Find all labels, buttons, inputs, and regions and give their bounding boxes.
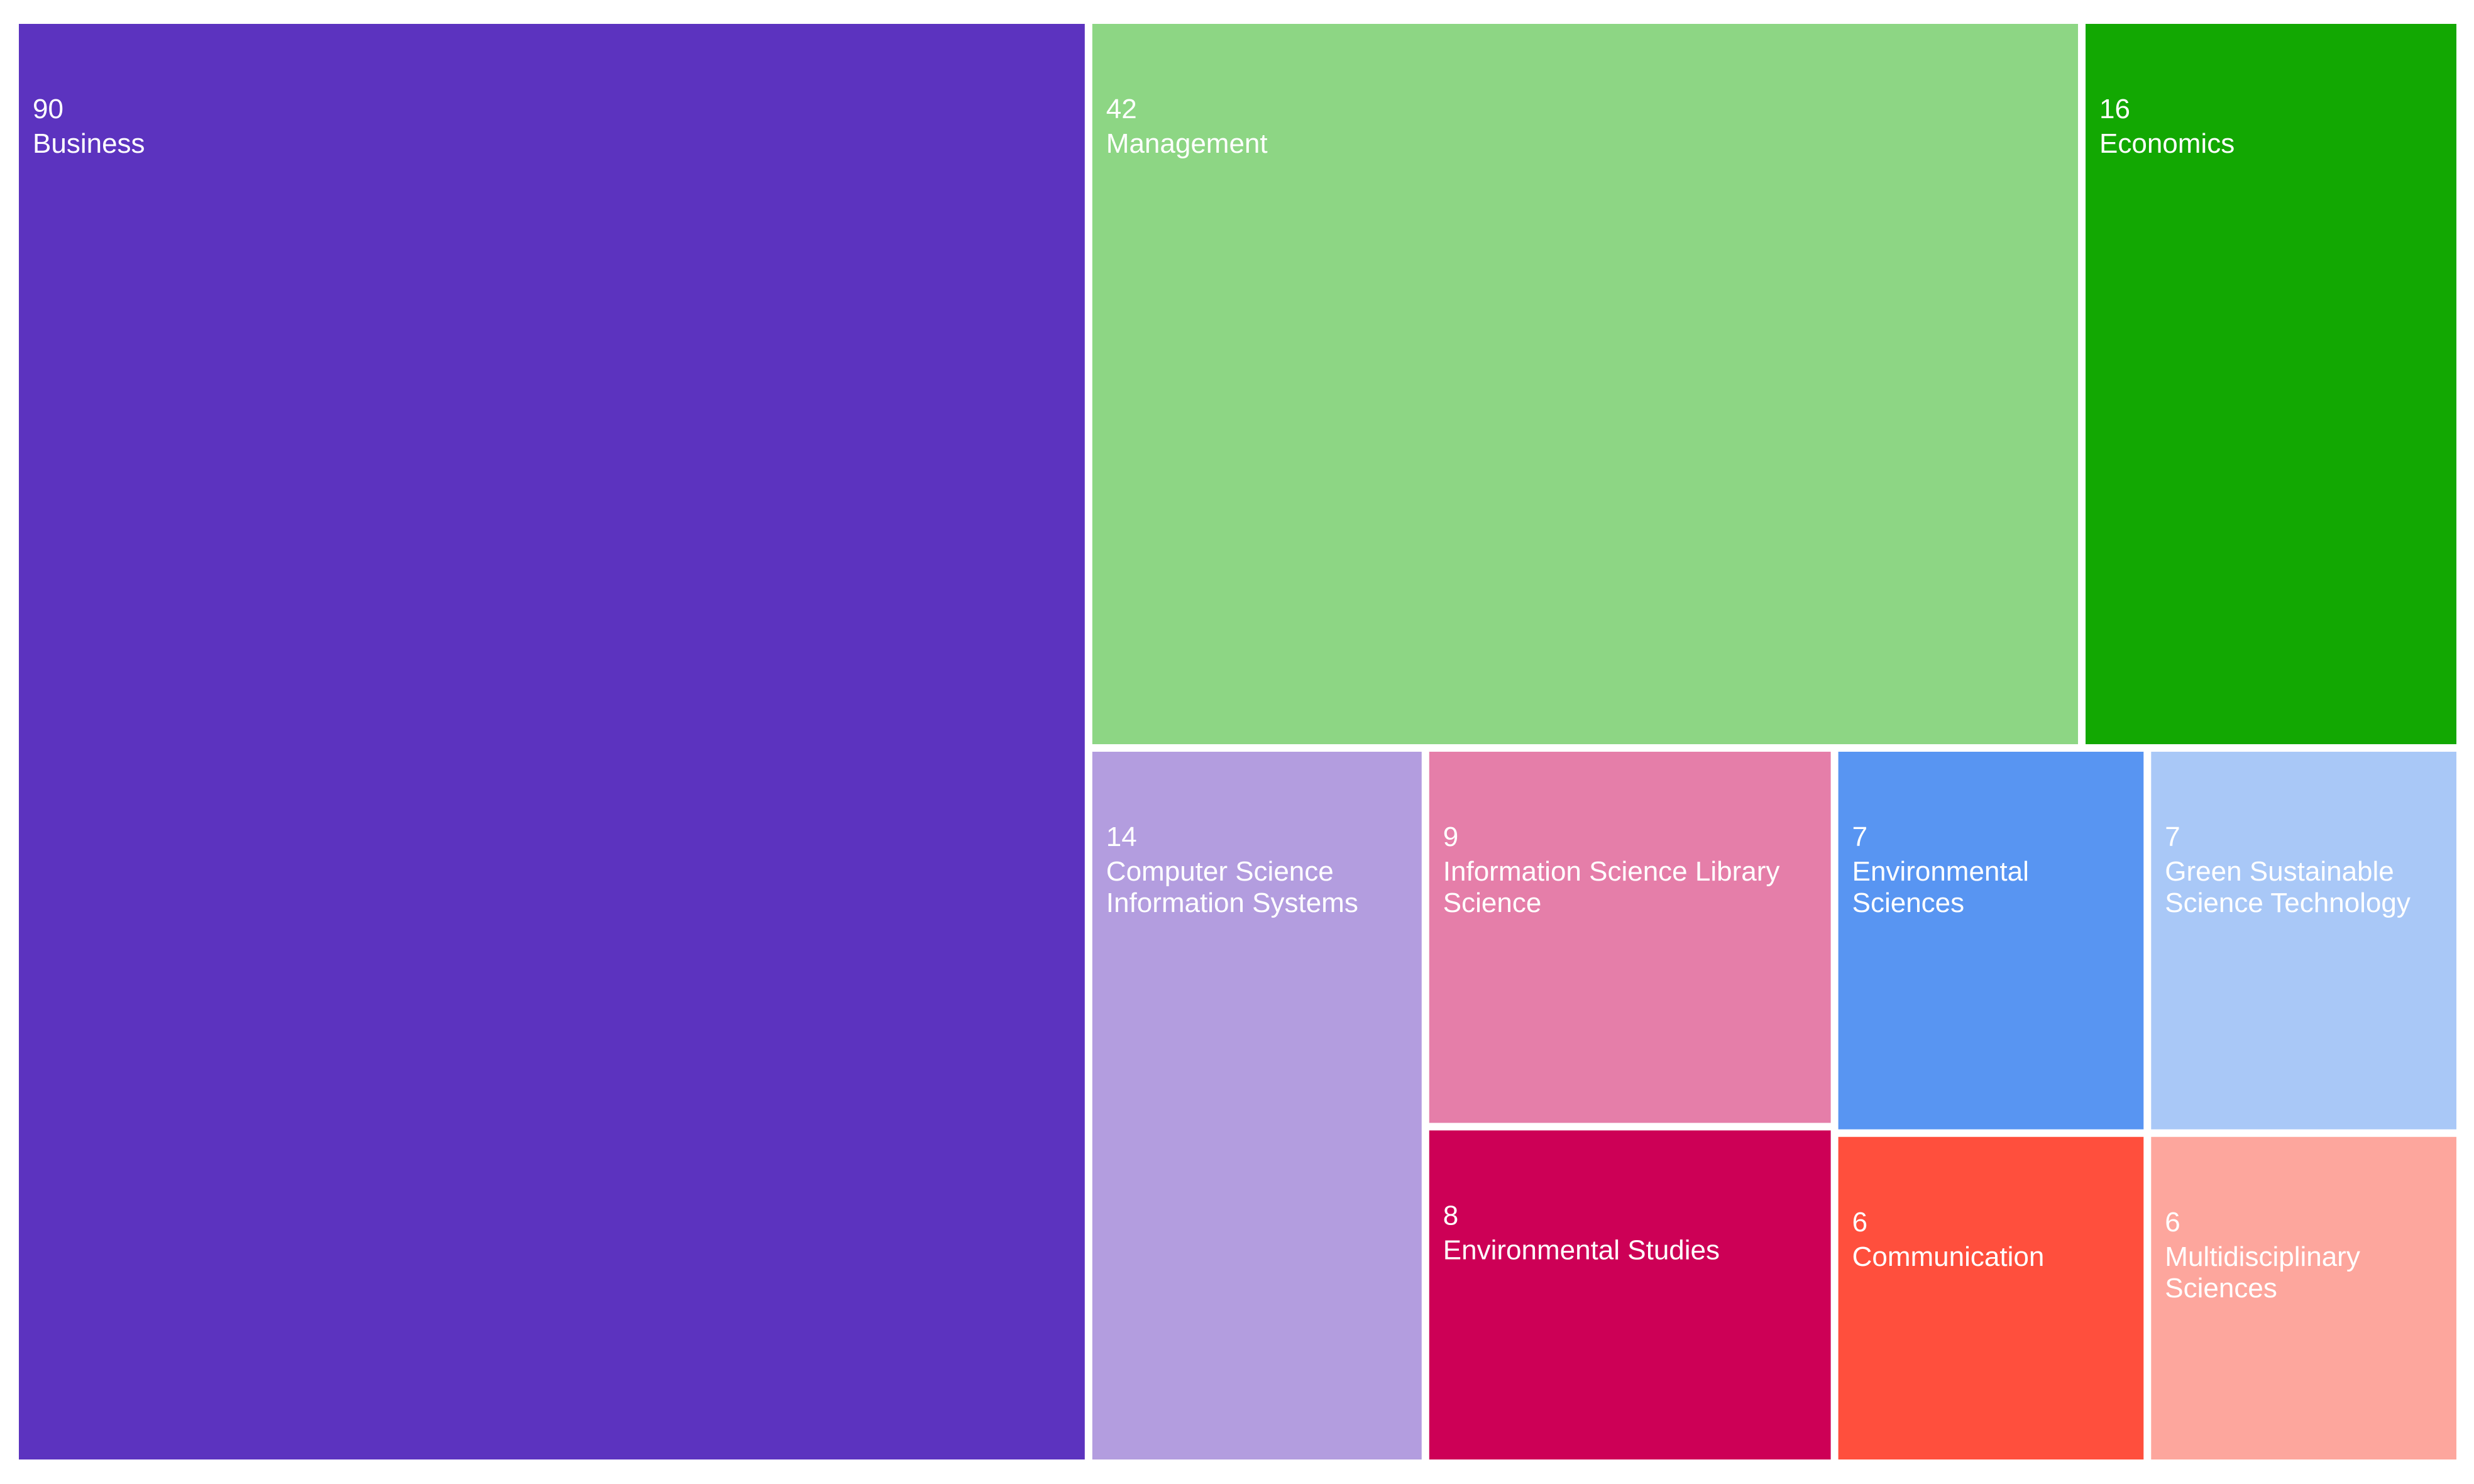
tile-label: Environmental Studies	[1443, 1234, 1720, 1265]
treemap-rect	[1092, 24, 2079, 744]
tile-value: 7	[1852, 822, 1867, 852]
treemap-tile-management: 42 Management	[1092, 24, 2079, 744]
tile-value: 6	[2165, 1207, 2180, 1238]
tile-label: Environmental Sciences	[1852, 856, 2029, 918]
tile-value: 7	[2165, 822, 2180, 852]
tile-label: Computer Science Information Systems	[1106, 856, 1358, 918]
tile-label: Business	[33, 128, 145, 159]
treemap-rect	[19, 24, 1085, 1459]
treemap-rect	[2086, 24, 2456, 744]
tile-label: Multidisciplinary Sciences	[2165, 1241, 2360, 1304]
tile-value: 42	[1106, 94, 1137, 124]
tile-label: Green Sustainable Science Technology	[2165, 856, 2411, 918]
treemap-rect	[2151, 751, 2456, 1129]
tile-value: 6	[1852, 1207, 1867, 1238]
tile-label: Economics	[2099, 128, 2235, 159]
treemap-rect	[1838, 751, 2144, 1129]
treemap-rect	[1092, 751, 1422, 1459]
treemap-tile-green-sustainable-science-technology: 7 Green Sustainable Science Technology	[2151, 751, 2456, 1129]
tile-label: Management	[1106, 128, 1268, 159]
tile-label: Information Science Library Science	[1443, 856, 1780, 918]
treemap-rect	[1838, 1136, 2144, 1459]
treemap-rect	[1429, 751, 1831, 1123]
treemap-tile-environmental-sciences: 7 Environmental Sciences	[1838, 751, 2144, 1129]
tile-value: 8	[1443, 1200, 1458, 1231]
treemap-rect	[1429, 1130, 1831, 1459]
treemap-tile-information-science-library-science: 9 Information Science Library Science	[1429, 751, 1831, 1123]
tile-value: 90	[33, 94, 63, 124]
treemap-tile-economics: 16 Economics	[2086, 24, 2456, 744]
tile-value: 9	[1443, 822, 1458, 852]
tile-label: Communication	[1852, 1241, 2045, 1272]
tile-value: 14	[1106, 822, 1137, 852]
tile-value: 16	[2099, 94, 2130, 124]
treemap-tile-computer-science-information-systems: 14 Computer Science Information Systems	[1092, 751, 1422, 1459]
treemap-rect	[2151, 1136, 2456, 1459]
treemap-tile-business: 90 Business	[19, 24, 1085, 1459]
